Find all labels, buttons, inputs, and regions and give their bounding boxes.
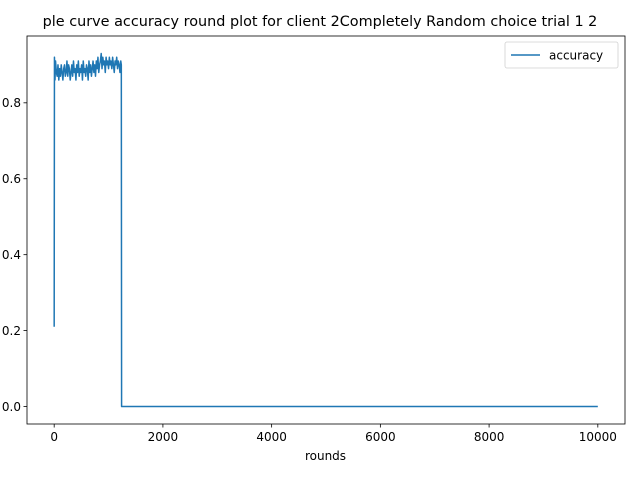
x-tick-label: 8000 <box>474 430 505 444</box>
x-tick-label: 0 <box>50 430 58 444</box>
plot-area <box>53 52 598 408</box>
series-line-accuracy <box>53 52 598 408</box>
y-tick-label: 0.2 <box>2 324 21 338</box>
x-tick-label: 2000 <box>148 430 179 444</box>
y-tick-label: 0.4 <box>2 248 21 262</box>
axes: 0 2000 4000 6000 8000 10000 0.0 0.2 0.4 0.6 0.8 <box>2 96 617 444</box>
x-tick-label: 10000 <box>579 430 617 444</box>
plot-frame <box>26 35 626 425</box>
y-tick-label: 0.0 <box>2 400 21 414</box>
y-tick-label: 0.6 <box>2 172 21 186</box>
chart-title: ple curve accuracy round plot for client… <box>43 14 598 30</box>
y-tick-label: 0.8 <box>2 96 21 110</box>
legend: accuracy <box>504 41 619 69</box>
legend-box <box>504 41 619 69</box>
legend-label: accuracy <box>549 48 603 62</box>
x-tick-label: 4000 <box>256 430 287 444</box>
x-tick-label: 6000 <box>365 430 396 444</box>
x-axis-label: rounds <box>305 449 346 463</box>
